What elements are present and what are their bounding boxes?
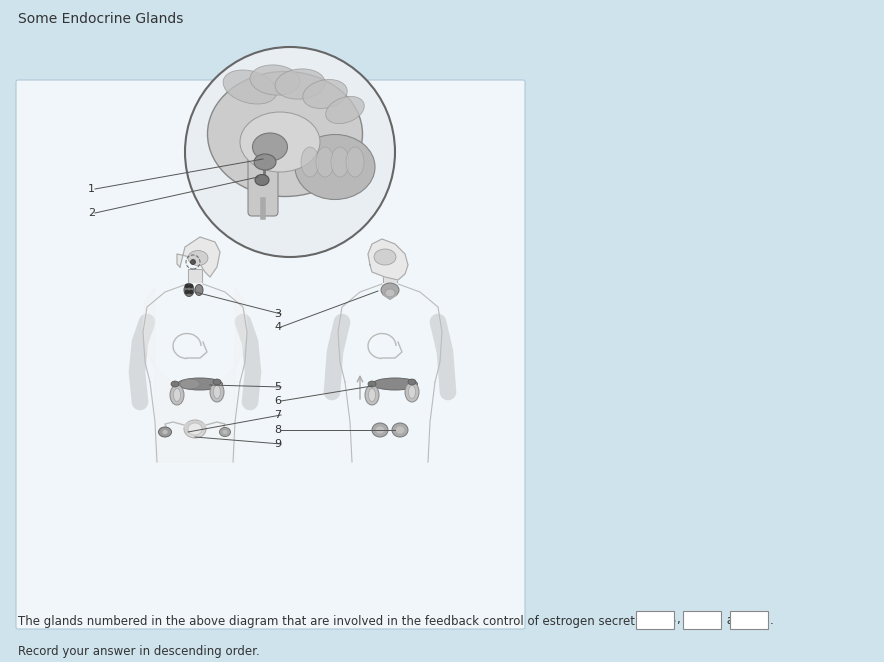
Ellipse shape <box>240 112 320 172</box>
Ellipse shape <box>368 381 376 387</box>
Text: 5: 5 <box>274 382 281 392</box>
Text: 2: 2 <box>88 208 95 218</box>
FancyBboxPatch shape <box>636 611 674 629</box>
Circle shape <box>189 284 193 288</box>
Ellipse shape <box>372 423 388 437</box>
Ellipse shape <box>369 389 376 401</box>
Ellipse shape <box>208 71 362 197</box>
Ellipse shape <box>255 175 269 185</box>
Text: The glands numbered in the above diagram that are involved in the feedback contr: The glands numbered in the above diagram… <box>18 614 676 628</box>
Ellipse shape <box>184 420 206 438</box>
Text: ,: , <box>676 614 680 626</box>
Ellipse shape <box>188 250 208 265</box>
Ellipse shape <box>316 147 334 177</box>
Polygon shape <box>368 239 408 280</box>
Ellipse shape <box>158 427 171 437</box>
Text: 1: 1 <box>88 184 95 194</box>
Ellipse shape <box>188 423 202 435</box>
Ellipse shape <box>170 385 184 405</box>
Text: Some Endocrine Glands: Some Endocrine Glands <box>18 12 183 26</box>
Text: 9: 9 <box>274 439 281 449</box>
Ellipse shape <box>408 385 415 399</box>
FancyBboxPatch shape <box>16 80 525 629</box>
Ellipse shape <box>254 154 276 170</box>
Text: 8: 8 <box>274 425 281 435</box>
Circle shape <box>190 260 195 265</box>
Ellipse shape <box>213 379 221 385</box>
Ellipse shape <box>372 378 417 390</box>
Ellipse shape <box>173 389 180 401</box>
Text: Record your answer in descending order.: Record your answer in descending order. <box>18 645 260 657</box>
Ellipse shape <box>405 382 419 402</box>
Circle shape <box>185 47 395 257</box>
Ellipse shape <box>250 65 300 95</box>
Ellipse shape <box>365 385 379 405</box>
Ellipse shape <box>214 385 220 399</box>
Circle shape <box>185 284 189 288</box>
Ellipse shape <box>162 430 168 434</box>
Ellipse shape <box>222 430 228 434</box>
Text: 3: 3 <box>274 309 281 319</box>
Ellipse shape <box>374 249 396 265</box>
Ellipse shape <box>301 147 319 177</box>
Text: 6: 6 <box>274 396 281 406</box>
FancyBboxPatch shape <box>730 611 768 629</box>
Circle shape <box>185 290 189 294</box>
Ellipse shape <box>210 382 224 402</box>
Circle shape <box>189 290 193 294</box>
Text: 7: 7 <box>274 410 281 420</box>
Ellipse shape <box>180 379 200 389</box>
Ellipse shape <box>331 147 349 177</box>
Polygon shape <box>184 422 206 432</box>
Text: .: . <box>770 614 774 626</box>
Ellipse shape <box>408 379 416 385</box>
Text: and: and <box>723 614 749 626</box>
Polygon shape <box>177 237 220 277</box>
Ellipse shape <box>295 134 375 199</box>
Text: 4: 4 <box>274 322 281 332</box>
Ellipse shape <box>184 283 194 297</box>
Ellipse shape <box>178 378 223 390</box>
Polygon shape <box>188 269 202 282</box>
Ellipse shape <box>325 97 364 124</box>
Ellipse shape <box>346 147 364 177</box>
Ellipse shape <box>303 79 347 109</box>
Ellipse shape <box>385 289 395 297</box>
Ellipse shape <box>392 423 408 437</box>
Polygon shape <box>143 287 247 462</box>
Ellipse shape <box>223 70 277 104</box>
Ellipse shape <box>275 69 325 99</box>
Ellipse shape <box>376 426 385 434</box>
FancyBboxPatch shape <box>248 138 278 216</box>
Ellipse shape <box>171 381 179 387</box>
Ellipse shape <box>253 133 287 161</box>
Ellipse shape <box>219 428 231 436</box>
Ellipse shape <box>195 285 203 295</box>
Polygon shape <box>383 269 397 282</box>
Ellipse shape <box>395 426 405 434</box>
FancyBboxPatch shape <box>683 611 721 629</box>
Ellipse shape <box>381 283 399 297</box>
